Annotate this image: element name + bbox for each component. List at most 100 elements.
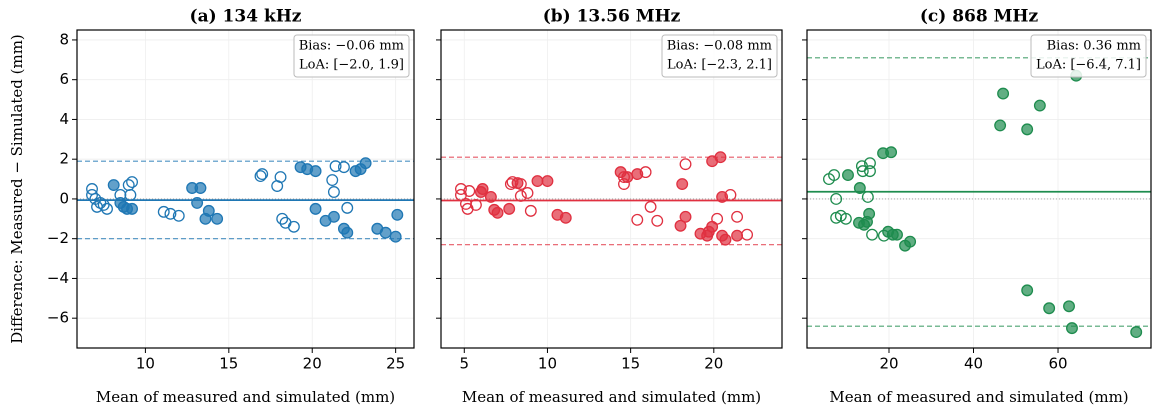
point xyxy=(469,198,482,211)
point xyxy=(741,228,754,241)
point xyxy=(714,151,727,164)
point xyxy=(828,169,840,182)
point xyxy=(679,210,692,223)
point xyxy=(484,190,497,203)
point xyxy=(309,165,322,178)
point xyxy=(491,206,504,219)
point xyxy=(891,228,903,241)
point xyxy=(724,189,737,201)
point xyxy=(885,146,898,159)
y-tick-label: −6 xyxy=(47,309,69,327)
point xyxy=(341,226,354,239)
point xyxy=(1033,99,1046,112)
point xyxy=(389,230,402,243)
point xyxy=(679,158,692,171)
point xyxy=(651,214,664,227)
point xyxy=(830,192,843,205)
point xyxy=(274,171,287,184)
point xyxy=(866,228,879,241)
point xyxy=(1066,322,1078,335)
annotation: Bias: 0.36 mm xyxy=(1047,39,1141,54)
x-tick-label: 60 xyxy=(1048,355,1067,373)
point xyxy=(514,178,527,190)
point xyxy=(997,87,1010,100)
point xyxy=(172,209,185,222)
point xyxy=(474,186,487,198)
point xyxy=(559,211,572,224)
point xyxy=(126,202,139,215)
y-tick-label: −2 xyxy=(47,229,69,247)
point xyxy=(309,202,322,215)
y-tick-label: 2 xyxy=(59,150,69,168)
point xyxy=(254,170,267,183)
point xyxy=(853,182,866,194)
point xyxy=(631,213,644,226)
point xyxy=(618,178,630,190)
y-tick-label: 8 xyxy=(59,30,69,48)
annotation: LoA: [−2.0, 1.9] xyxy=(299,58,404,73)
point xyxy=(391,208,404,221)
point xyxy=(719,233,732,246)
point xyxy=(124,189,137,201)
annotation: LoA: [−2.3, 2.1] xyxy=(667,58,772,73)
point xyxy=(327,186,340,198)
point xyxy=(1021,123,1034,136)
point xyxy=(97,198,110,211)
x-tick-label: 25 xyxy=(386,355,405,373)
point xyxy=(731,229,744,242)
point xyxy=(164,207,177,220)
point xyxy=(463,185,476,197)
point xyxy=(455,183,467,195)
point xyxy=(101,202,113,215)
point xyxy=(506,176,519,188)
annotation: Bias: −0.08 mm xyxy=(667,39,772,54)
point xyxy=(676,178,689,190)
annotation-box xyxy=(293,34,410,78)
x-tick-label: 10 xyxy=(136,355,155,373)
annotation-box xyxy=(1030,34,1147,78)
point xyxy=(706,220,719,233)
point xyxy=(337,161,350,174)
point xyxy=(359,157,372,170)
point xyxy=(329,160,342,173)
point xyxy=(1063,300,1075,313)
point xyxy=(327,210,340,223)
point xyxy=(126,176,139,188)
x-tick-label: 5 xyxy=(460,355,470,373)
point xyxy=(276,212,289,225)
x-tick-label: 20 xyxy=(303,355,322,373)
point xyxy=(503,202,516,215)
panel-title: (a) 134 kHz xyxy=(190,7,302,27)
point xyxy=(1043,302,1056,315)
panel-title: (b) 13.56 MHz xyxy=(543,7,681,27)
y-tick-label: 6 xyxy=(59,70,69,88)
point xyxy=(674,219,687,232)
point xyxy=(122,179,135,191)
annotation: Bias: −0.06 mm xyxy=(299,39,404,54)
x-tick-label: 40 xyxy=(964,355,983,373)
point xyxy=(194,182,207,194)
y-tick-label: −4 xyxy=(47,269,69,287)
point xyxy=(521,187,534,199)
plot-frame xyxy=(806,29,1152,349)
point xyxy=(644,200,657,213)
annotation: LoA: [−6.4, 7.1] xyxy=(1036,58,1141,73)
point xyxy=(863,207,876,220)
x-tick-label: 20 xyxy=(704,355,723,373)
x-axis-label: Mean of measured and simulated (mm) xyxy=(462,388,761,406)
point xyxy=(107,179,120,191)
point xyxy=(341,201,354,214)
x-axis-label: Mean of measured and simulated (mm) xyxy=(96,388,395,406)
point xyxy=(211,212,224,225)
x-tick-label: 15 xyxy=(621,355,640,373)
point xyxy=(531,175,544,188)
point xyxy=(1130,326,1143,339)
plot-frame xyxy=(440,29,783,349)
point xyxy=(864,157,876,170)
point xyxy=(541,175,554,188)
point xyxy=(191,196,204,209)
point xyxy=(711,212,724,225)
point xyxy=(731,210,744,223)
point xyxy=(639,166,652,179)
